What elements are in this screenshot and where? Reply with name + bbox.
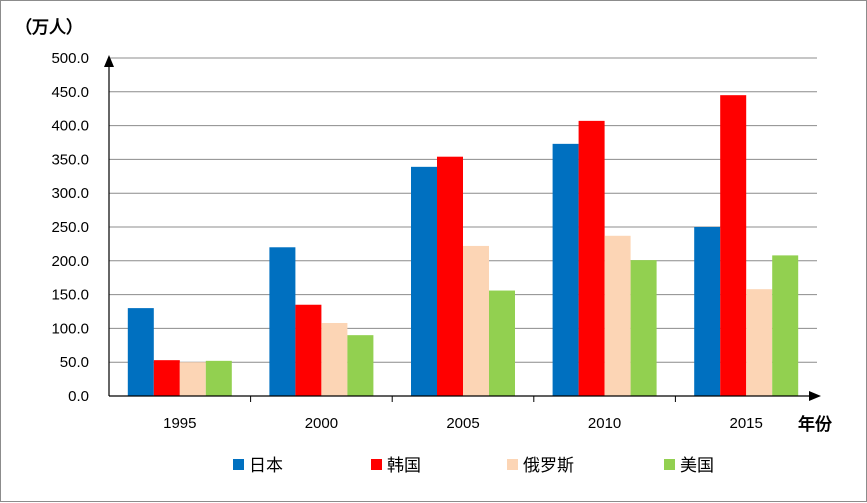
y-tick-label: 0.0	[68, 388, 89, 405]
y-tick-label: 450.0	[51, 84, 89, 101]
x-tick-label: 1995	[163, 415, 196, 432]
y-tick-label: 250.0	[51, 219, 89, 236]
x-tick-label: 2005	[446, 415, 479, 432]
x-tick-label: 2015	[730, 415, 763, 432]
legend: 日本 韩国 俄罗斯 美国	[233, 456, 714, 476]
y-tick-label: 200.0	[51, 253, 89, 270]
bar-4-2000	[347, 335, 374, 396]
bar-1-2000	[269, 247, 296, 396]
y-tick-label: 150.0	[51, 287, 89, 304]
bar-4-1995	[205, 360, 232, 396]
bar-4-2010	[630, 260, 657, 396]
y-tick-label: 400.0	[51, 118, 89, 135]
y-tick-label: 350.0	[51, 151, 89, 168]
bar-4-2005	[489, 290, 515, 396]
x-tick-labels: 1995 2000 2005 2010 2015	[163, 415, 763, 432]
bar-1-2005	[411, 166, 437, 396]
bar-2-2000	[295, 304, 322, 396]
bar-2-2015	[720, 95, 747, 397]
bar-3-1995	[179, 362, 206, 396]
y-tick-label: 50.0	[60, 354, 89, 371]
legend-swatch	[233, 459, 244, 470]
legend-label: 俄罗斯	[523, 456, 574, 476]
bar-2-2005	[437, 156, 463, 396]
bar-4-2015	[772, 255, 799, 396]
legend-swatch	[507, 459, 518, 470]
bar-1-2010	[552, 143, 579, 396]
legend-swatch	[371, 459, 382, 470]
bar-1-1995	[127, 308, 154, 396]
y-axis-arrow	[104, 55, 114, 67]
bar-2-2010	[578, 120, 605, 397]
bar-2-1995	[153, 360, 180, 396]
x-axis-label: 年份	[798, 414, 833, 435]
axes	[104, 55, 821, 402]
y-tick-label: 500.0	[51, 50, 89, 67]
legend-label: 美国	[680, 456, 714, 476]
y-tick-labels: 0.0 50.0 100.0 150.0 200.0 250.0 300.0 350.0 400…	[51, 50, 89, 405]
x-tick-label: 2010	[588, 415, 621, 432]
legend-label: 韩国	[387, 456, 421, 476]
bar-3-2000	[321, 322, 348, 396]
y-tick-label: 300.0	[51, 185, 89, 202]
y-axis-label: （万人）	[15, 17, 83, 38]
bar-3-2015	[746, 289, 773, 396]
y-tick-label: 100.0	[51, 320, 89, 337]
bar-3-2010	[604, 235, 631, 396]
bar-3-2005	[463, 245, 489, 396]
legend-label: 日本	[249, 456, 283, 476]
legend-swatch	[664, 459, 675, 470]
bars	[127, 95, 799, 397]
x-tick-label: 2000	[305, 415, 338, 432]
x-axis-arrow	[809, 391, 821, 401]
bar-1-2015	[694, 227, 721, 396]
